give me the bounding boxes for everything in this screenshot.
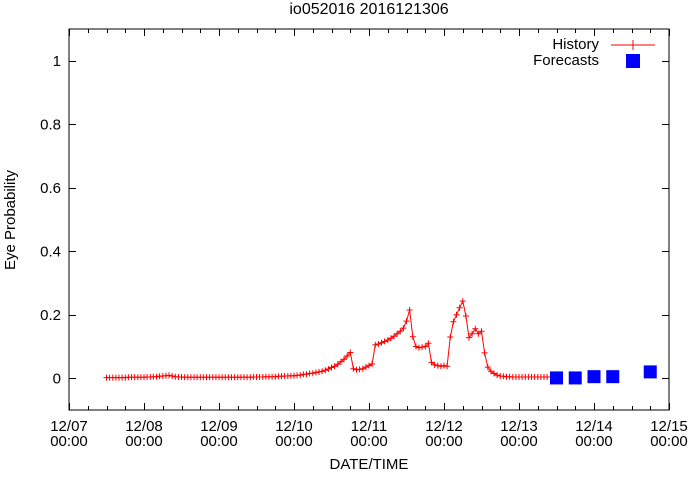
forecast-point	[568, 371, 582, 385]
x-tick-label-date: 12/08	[125, 418, 163, 435]
y-tick-label: 0.6	[40, 180, 61, 197]
x-tick-label-time: 00:00	[500, 433, 538, 450]
legend-item-history: History	[533, 37, 657, 53]
forecast-point	[550, 371, 563, 385]
x-tick-label-date: 12/13	[500, 418, 538, 435]
legend-label-forecasts: Forecasts	[533, 52, 599, 69]
x-tick-label-time: 00:00	[650, 433, 688, 450]
forecast-point	[606, 370, 620, 384]
legend-label-history: History	[552, 36, 599, 53]
x-axis-label: DATE/TIME	[329, 456, 409, 473]
y-tick-label: 0.8	[40, 116, 61, 133]
history-line-sample	[609, 37, 657, 53]
x-tick-label-date: 12/14	[575, 418, 613, 435]
x-tick-label-date: 12/12	[425, 418, 463, 435]
x-tick-label-time: 00:00	[200, 433, 238, 450]
y-axis-label: Eye Probability	[2, 169, 19, 271]
y-tick-label: 1	[53, 53, 61, 70]
x-tick-label-date: 12/11	[351, 418, 387, 435]
plot-border	[68, 28, 670, 411]
legend-item-forecasts: Forecasts	[533, 53, 657, 69]
x-tick-label-date: 12/09	[200, 418, 238, 435]
x-tick-label-date: 12/07	[50, 418, 88, 435]
legend: History Forecasts	[533, 37, 657, 69]
x-tick-label-date: 12/10	[275, 418, 313, 435]
forecasts-sample-icon	[626, 54, 640, 68]
y-tick-label: 0.4	[40, 243, 61, 260]
y-tick-label: 0	[53, 370, 61, 387]
history-sample-icon	[611, 40, 655, 50]
forecasts-square-sample	[609, 53, 657, 69]
x-tick-label-time: 00:00	[575, 433, 613, 450]
x-tick-label-time: 00:00	[125, 433, 163, 450]
chart-title: io052016 2016121306	[289, 1, 449, 18]
y-tick-label: 0.2	[40, 307, 61, 324]
forecast-point	[643, 365, 657, 379]
x-tick-label-time: 00:00	[50, 433, 88, 450]
history-line	[106, 299, 548, 379]
x-tick-label-time: 00:00	[425, 433, 463, 450]
x-tick-label-time: 00:00	[350, 433, 388, 450]
history-markers	[103, 298, 551, 381]
x-tick-label-date: 12/15	[650, 418, 688, 435]
forecast-point	[587, 370, 601, 384]
x-tick-label-time: 00:00	[275, 433, 313, 450]
